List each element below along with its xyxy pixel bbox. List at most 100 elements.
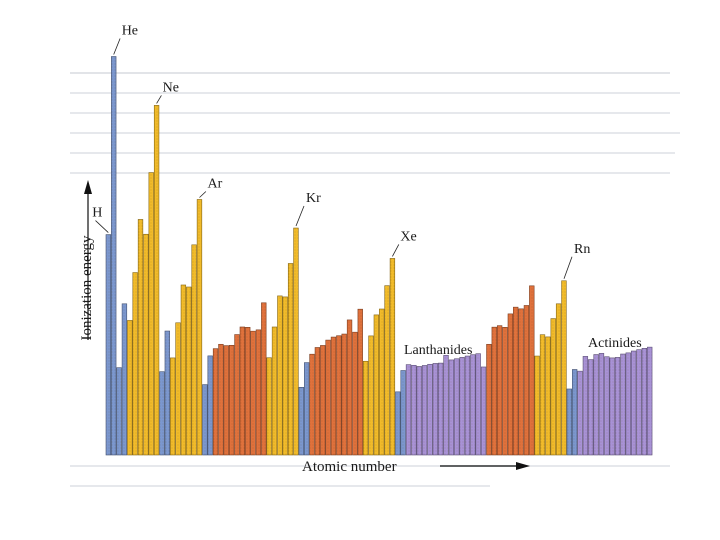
- bar-texture-z46: [347, 319, 352, 455]
- bar-texture-z2: [111, 56, 117, 455]
- bar-texture-z42: [325, 340, 331, 455]
- bar-texture-z94: [604, 356, 610, 455]
- bar-texture-z34: [282, 296, 288, 455]
- peak-leader-h: [95, 220, 109, 233]
- bar-texture-z73: [491, 327, 497, 455]
- bar-texture-z33: [277, 295, 283, 455]
- bar-texture-z84: [550, 318, 556, 455]
- bar-texture-z9: [148, 172, 154, 455]
- bar-texture-z5: [127, 320, 133, 455]
- bar-texture-z95: [609, 357, 615, 455]
- bar-texture-z60: [422, 365, 427, 455]
- bar-texture-z96: [615, 357, 620, 455]
- bar-texture-z78: [518, 308, 524, 455]
- peak-leader-ar: [199, 191, 207, 198]
- bar-texture-z43: [331, 337, 336, 455]
- x-axis-arrow-head: [516, 462, 530, 470]
- bar-texture-z18: [197, 199, 202, 455]
- bar-texture-z57: [406, 364, 411, 455]
- bar-texture-z92: [593, 354, 599, 455]
- bar-texture-z77: [513, 307, 519, 455]
- peak-label-kr: Kr: [306, 191, 321, 206]
- peak-leader-xe: [392, 244, 400, 257]
- bar-texture-z25: [234, 334, 240, 455]
- x-axis-label: Atomic number: [302, 459, 397, 475]
- bar-texture-z82: [540, 334, 545, 455]
- bar-texture-z71: [481, 366, 486, 455]
- peak-label-ne: Ne: [163, 80, 179, 95]
- bar-texture-z1: [106, 234, 111, 455]
- bar-texture-z65: [449, 359, 454, 455]
- peak-leader-rn: [563, 256, 573, 279]
- bar-texture-z80: [529, 285, 535, 455]
- bar-texture-z68: [465, 356, 470, 455]
- bar-texture-z81: [534, 356, 540, 455]
- bar-texture-z69: [470, 354, 476, 455]
- peak-label-rn: Rn: [574, 242, 590, 257]
- bar-texture-z53: [384, 285, 390, 455]
- bar-texture-z8: [143, 234, 149, 455]
- bar-texture-z58: [411, 365, 417, 455]
- bar-texture-z36: [293, 228, 299, 455]
- bar-texture-z19: [202, 384, 208, 455]
- bar-texture-z32: [272, 326, 277, 455]
- bar-texture-z41: [320, 345, 326, 455]
- bar-texture-z51: [374, 314, 379, 455]
- peak-label-h: H: [92, 206, 102, 221]
- bar-texture-z76: [508, 313, 513, 455]
- bar-texture-z12: [164, 331, 170, 455]
- bar-texture-z6: [132, 272, 138, 455]
- bar-texture-z50: [368, 335, 374, 455]
- bar-texture-z13: [170, 357, 176, 455]
- peak-leader-ne: [156, 95, 162, 104]
- bar-texture-z11: [159, 371, 165, 455]
- bar-texture-z75: [502, 327, 508, 455]
- bar-texture-z83: [545, 336, 551, 455]
- bar-texture-z16: [186, 287, 192, 455]
- peak-label-ar: Ar: [208, 177, 223, 192]
- bar-texture-z74: [497, 325, 502, 455]
- bar-texture-z99: [631, 351, 636, 455]
- bar-texture-z61: [427, 364, 433, 455]
- bar-texture-z91: [588, 359, 594, 455]
- bar-texture-z27: [245, 327, 251, 455]
- bar-texture-z55: [395, 391, 401, 455]
- bar-texture-z88: [572, 369, 578, 455]
- bar-texture-z85: [556, 303, 561, 455]
- bar-texture-z86: [561, 280, 567, 455]
- bar-texture-z3: [116, 367, 122, 455]
- bar-texture-z30: [261, 302, 267, 455]
- bar-texture-z23: [223, 345, 229, 455]
- bar-texture-z10: [154, 105, 159, 455]
- bar-texture-z44: [336, 335, 342, 455]
- bar-texture-z98: [625, 352, 631, 455]
- bar-texture-z17: [191, 244, 197, 455]
- bar-texture-z49: [363, 361, 368, 455]
- y-axis-label: Ionization energy: [79, 235, 95, 341]
- bar-texture-z67: [459, 357, 465, 455]
- bar-texture-z39: [309, 354, 315, 455]
- bar-texture-z93: [599, 353, 604, 455]
- bar-texture-z31: [266, 357, 272, 455]
- bar-texture-z26: [240, 326, 245, 455]
- bar-texture-z64: [443, 355, 449, 455]
- bar-texture-z79: [524, 305, 529, 455]
- bar-texture-z66: [454, 358, 460, 455]
- actinides-label: Actinides: [588, 336, 642, 351]
- bar-texture-z15: [181, 284, 186, 455]
- bar-texture-z4: [122, 303, 127, 455]
- bar-texture-z62: [432, 363, 438, 455]
- bar-texture-z45: [341, 334, 347, 455]
- peak-label-he: He: [122, 24, 138, 39]
- bar-texture-z7: [138, 219, 143, 455]
- peak-label-xe: Xe: [400, 229, 416, 244]
- bar-texture-z35: [288, 263, 293, 455]
- bar-texture-z72: [486, 344, 492, 455]
- bar-texture-z63: [438, 363, 444, 455]
- bar-texture-z59: [416, 366, 422, 455]
- bar-texture-z38: [304, 362, 310, 455]
- bar-texture-z87: [566, 388, 572, 455]
- bar-texture-z56: [400, 370, 406, 455]
